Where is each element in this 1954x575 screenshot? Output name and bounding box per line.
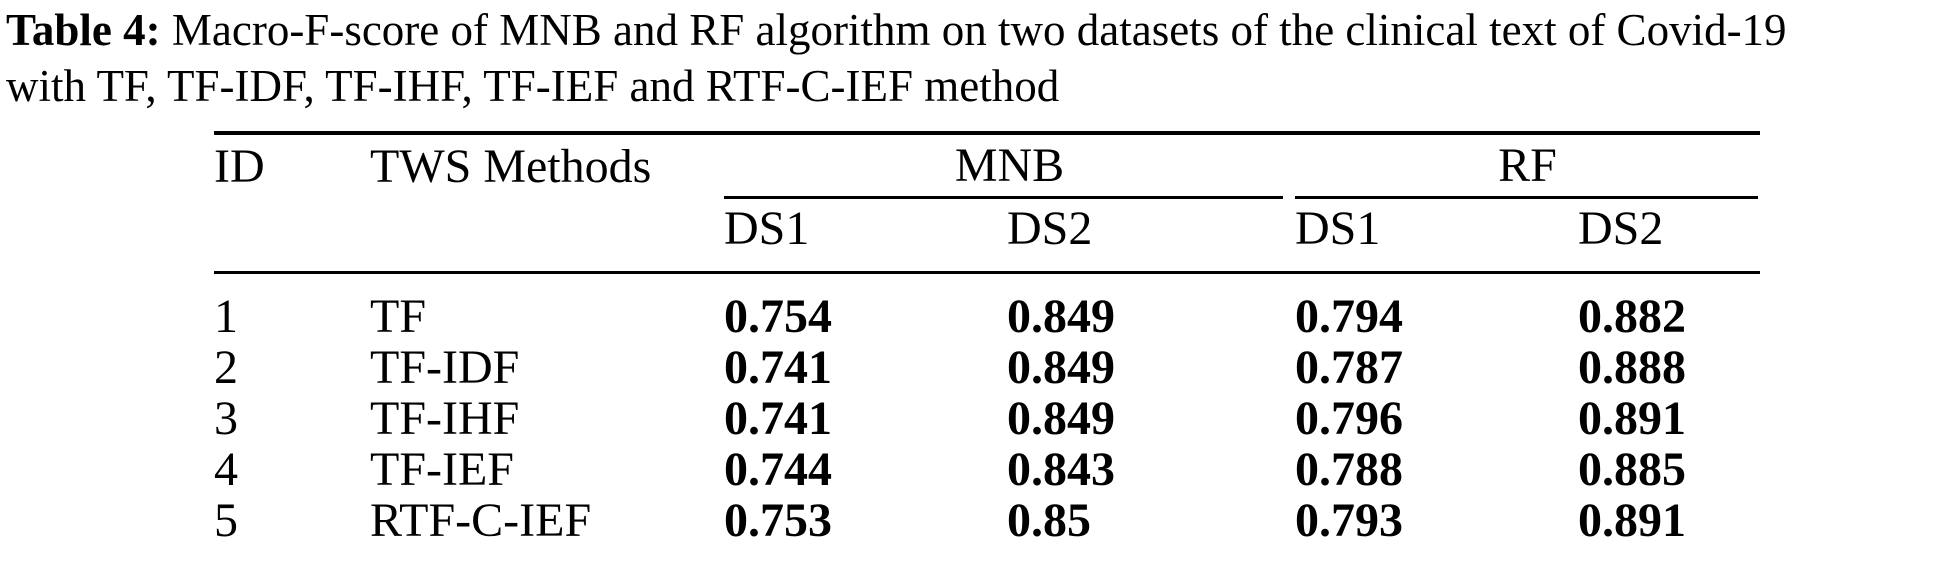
cell-mnb-ds2: 0.85 bbox=[1007, 494, 1296, 575]
header-group-rf: RF bbox=[1295, 133, 1760, 199]
table-row: 5 RTF-C-IEF 0.753 0.85 0.793 0.891 bbox=[214, 494, 1761, 575]
header-group-rf-label: RF bbox=[1498, 139, 1557, 192]
cell-rf-ds2: 0.888 bbox=[1578, 340, 1687, 394]
cell-method: TF-IHF bbox=[370, 391, 520, 445]
mnb-underline-rule bbox=[724, 196, 1284, 199]
cell-method: TF-IEF bbox=[370, 442, 514, 496]
cell-id: 2 bbox=[214, 340, 238, 394]
cell-method: TF-IDF bbox=[370, 340, 520, 394]
cell-rf-ds2: 0.891 bbox=[1578, 391, 1687, 445]
cell-mnb-ds2: 0.849 bbox=[1007, 289, 1115, 343]
cell-rf-ds2: 0.882 bbox=[1578, 289, 1687, 343]
cell-mnb-ds1: 0.741 bbox=[724, 391, 832, 445]
header-rf-ds2: DS2 bbox=[1578, 199, 1761, 274]
cell-id: 1 bbox=[214, 289, 238, 343]
caption-line-1: Table 4: Macro-F-score of MNB and RF alg… bbox=[6, 2, 1787, 58]
table-row: 1 TF 0.754 0.849 0.794 0.882 bbox=[214, 272, 1760, 342]
table-body: 1 TF 0.754 0.849 0.794 0.882 2 TF-IDF 0.… bbox=[214, 272, 1761, 575]
cell-rf-ds2: 0.885 bbox=[1578, 442, 1687, 496]
cell-rf-ds1: 0.793 bbox=[1295, 494, 1579, 575]
table-header: ID TWS Methods MNB RF DS1 DS2 DS1 DS2 bbox=[214, 133, 1761, 274]
cell-method: RTF-C-IEF bbox=[370, 494, 724, 575]
cell-id: 4 bbox=[214, 442, 238, 496]
header-tws-methods: TWS Methods bbox=[370, 133, 724, 274]
cell-method: TF bbox=[370, 289, 427, 343]
caption-line-2: with TF, TF-IDF, TF-IHF, TF-IEF and RTF-… bbox=[6, 61, 1060, 111]
cell-mnb-ds1: 0.741 bbox=[724, 340, 832, 394]
header-id: ID bbox=[214, 133, 370, 274]
results-table: ID TWS Methods MNB RF DS1 DS2 DS1 DS2 bbox=[214, 131, 1761, 575]
cell-mnb-ds2: 0.849 bbox=[1007, 340, 1115, 394]
table-caption: Table 4: Macro-F-score of MNB and RF alg… bbox=[6, 2, 1787, 114]
cell-id: 5 bbox=[214, 494, 370, 575]
cell-mnb-ds1: 0.744 bbox=[724, 442, 832, 496]
header-mnb-ds1: DS1 bbox=[724, 199, 1007, 274]
cell-rf-ds1: 0.794 bbox=[1295, 289, 1404, 343]
caption-line-1-text: Macro-F-score of MNB and RF algorithm on… bbox=[160, 5, 1787, 55]
table-row: 4 TF-IEF 0.744 0.843 0.788 0.885 bbox=[214, 444, 1760, 495]
header-mnb-ds2: DS2 bbox=[1007, 199, 1296, 274]
cell-rf-ds1: 0.796 bbox=[1295, 391, 1404, 445]
cell-mnb-ds2: 0.849 bbox=[1007, 391, 1115, 445]
cell-mnb-ds2: 0.843 bbox=[1007, 442, 1115, 496]
cell-rf-ds1: 0.788 bbox=[1295, 442, 1404, 496]
header-row-groups: ID TWS Methods MNB RF bbox=[214, 133, 1760, 274]
table-row: 2 TF-IDF 0.741 0.849 0.787 0.888 bbox=[214, 342, 1760, 393]
cell-rf-ds1: 0.787 bbox=[1295, 340, 1404, 394]
rf-underline-rule bbox=[1295, 196, 1759, 199]
header-rf-ds1: DS1 bbox=[1295, 199, 1579, 274]
header-row-datasets: DS1 DS2 DS1 DS2 bbox=[214, 199, 1761, 274]
caption-table-label: Table 4: bbox=[6, 5, 161, 55]
table-row: 3 TF-IHF 0.741 0.849 0.796 0.891 bbox=[214, 393, 1760, 444]
header-group-mnb-label: MNB bbox=[954, 139, 1065, 192]
cell-rf-ds2: 0.891 bbox=[1578, 494, 1761, 575]
cell-id: 3 bbox=[214, 391, 238, 445]
cell-mnb-ds1: 0.753 bbox=[724, 494, 1007, 575]
header-group-mnb: MNB bbox=[724, 133, 1295, 199]
cell-mnb-ds1: 0.754 bbox=[724, 289, 832, 343]
